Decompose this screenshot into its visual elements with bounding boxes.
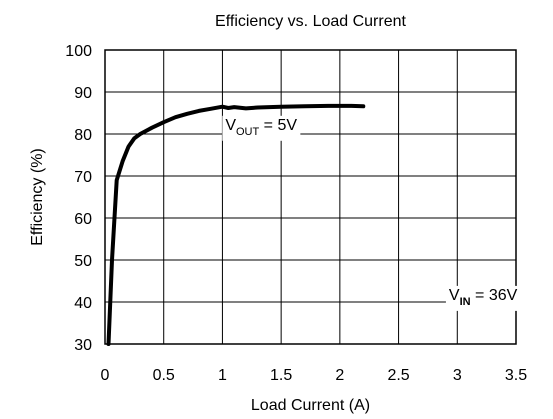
y-tick-label: 100 <box>65 43 92 60</box>
x-tick-label: 0 <box>101 367 110 384</box>
y-tick-labels: 30 40 50 60 70 80 90 100 <box>65 43 92 354</box>
annotation-background <box>445 285 521 311</box>
plot-border <box>104 49 517 345</box>
y-tick-label: 80 <box>74 127 92 144</box>
y-tick-label: 50 <box>74 253 92 270</box>
x-tick-label: 0.5 <box>153 367 175 384</box>
y-tick-label: 90 <box>74 85 92 102</box>
x-tick-label: 3 <box>453 367 462 384</box>
efficiency-series-line <box>106 103 366 346</box>
series-group <box>106 103 366 346</box>
y-tick-label: 60 <box>74 211 92 228</box>
x-tick-label: 2.5 <box>387 367 409 384</box>
x-axis-label: Load Current (A) <box>251 397 370 414</box>
x-tick-label: 1.5 <box>270 367 292 384</box>
y-tick-label: 70 <box>74 169 92 186</box>
annotation-label: VIN = 36V <box>449 287 518 308</box>
annotation-background <box>222 115 301 141</box>
chart-title: Efficiency vs. Load Current <box>215 13 406 30</box>
y-axis-label: Efficiency (%) <box>29 148 46 246</box>
y-tick-label: 30 <box>74 337 92 354</box>
grid <box>105 50 516 344</box>
annotations: VOUT = 5V VIN = 36V <box>222 115 521 311</box>
x-tick-label: 2 <box>335 367 344 384</box>
x-tick-labels: 0 0.5 1 1.5 2 2.5 3 3.5 <box>101 367 528 384</box>
x-tick-label: 3.5 <box>505 367 527 384</box>
y-tick-label: 40 <box>74 295 92 312</box>
annotation-label: VOUT = 5V <box>225 117 297 138</box>
x-tick-label: 1 <box>218 367 227 384</box>
